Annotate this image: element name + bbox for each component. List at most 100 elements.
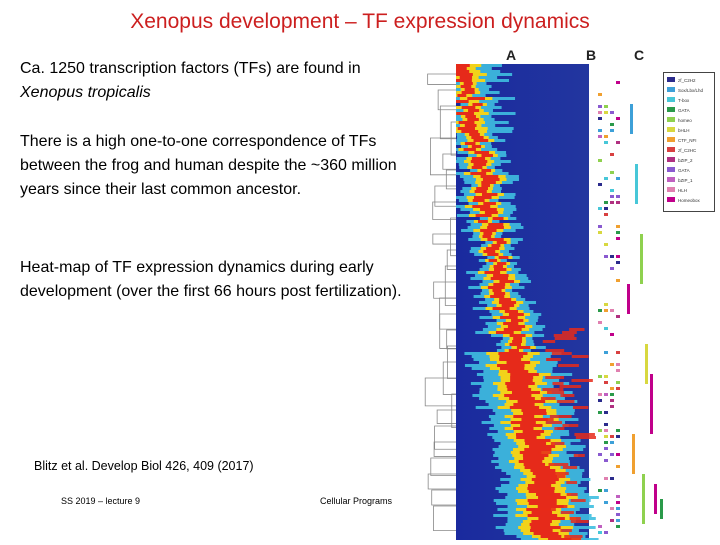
annotation-mark	[604, 423, 608, 426]
annotation-mark	[604, 441, 608, 444]
annotation-mark	[598, 393, 602, 396]
heatmap-band	[572, 406, 589, 409]
heatmap-band	[545, 376, 565, 379]
heatmap-band	[488, 259, 498, 262]
heatmap-band	[570, 499, 586, 502]
dendrogram-branch	[451, 393, 456, 429]
annotation-mark	[610, 171, 614, 174]
heatmap-band	[497, 364, 525, 367]
heatmap-band	[512, 340, 522, 343]
annotation-mark	[616, 315, 620, 318]
heatmap-band	[527, 514, 558, 517]
heatmap-band	[460, 85, 472, 88]
heatmap-band	[566, 481, 578, 484]
citation: Blitz et al. Develop Biol 426, 409 (2017…	[34, 459, 254, 473]
intro-paragraph: Ca. 1250 transcription factors (TFs) are…	[20, 57, 420, 105]
annotation-mark	[616, 363, 620, 366]
heatmap-band	[519, 451, 542, 454]
heatmap-band	[457, 127, 475, 130]
family-bar	[635, 164, 638, 204]
heatmap-band	[530, 469, 556, 472]
heatmap-band	[464, 142, 476, 145]
dendrogram-branch	[439, 313, 456, 349]
panel-label-c: C	[634, 47, 645, 63]
annotation-mark	[604, 255, 608, 258]
heatmap-band	[546, 358, 561, 361]
annotation-mark	[604, 201, 608, 204]
annotation-mark	[616, 381, 620, 384]
heatmap-band	[482, 235, 492, 238]
heatmap-band	[528, 490, 555, 493]
heatmap-band	[549, 505, 568, 508]
heatmap-band	[531, 520, 552, 523]
heatmap-band	[569, 517, 581, 520]
heatmap-band	[552, 475, 566, 478]
heatmap-band	[542, 340, 556, 343]
annotation-mark	[604, 111, 608, 114]
annotation-mark	[610, 153, 614, 156]
heatmap-band	[473, 163, 487, 166]
annotation-mark	[616, 501, 620, 504]
heatmap-band	[456, 112, 475, 115]
heatmap-band	[540, 397, 556, 400]
heatmap-band	[464, 124, 477, 127]
dendrogram-branch	[439, 297, 456, 330]
heatmap-band	[503, 322, 519, 325]
annotation-mark	[604, 429, 608, 432]
heatmap-band	[515, 433, 541, 436]
heatmap-band	[506, 361, 531, 364]
annotation-mark	[616, 453, 620, 456]
annotation-mark	[616, 465, 620, 468]
family-bar	[630, 104, 633, 134]
annotation-mark	[604, 303, 608, 306]
annotation-mark	[610, 309, 614, 312]
annotation-mark	[610, 519, 614, 522]
heatmap-band	[560, 394, 575, 397]
annotation-mark	[616, 525, 620, 528]
heatmap-band	[473, 139, 489, 142]
heatmap-band	[472, 205, 491, 208]
heatmap-band	[513, 427, 534, 430]
heatmap-band	[471, 166, 483, 169]
legend-label: zf_C2HC	[678, 148, 697, 153]
annotation-mark	[604, 243, 608, 246]
heatmap-band	[481, 193, 498, 196]
heatmap-band	[487, 226, 504, 229]
annotation-mark	[610, 123, 614, 126]
heatmap-band	[503, 328, 522, 331]
annotation-mark	[610, 189, 614, 192]
dendrogram-branch	[437, 89, 456, 111]
heatmap-band	[510, 379, 533, 382]
legend-label: HLH	[678, 188, 687, 193]
legend-swatch	[667, 117, 675, 122]
heatmap-band	[472, 199, 485, 202]
annotation-mark	[616, 513, 620, 516]
annotation-mark	[604, 435, 608, 438]
heatmap-band	[516, 436, 537, 439]
heatmap-band	[465, 115, 476, 118]
annotation-mark	[598, 117, 602, 120]
annotation-mark	[604, 459, 608, 462]
heatmap-band	[481, 184, 490, 187]
annotation-mark	[604, 477, 608, 480]
heatmap-band	[504, 310, 519, 313]
heatmap-band	[564, 535, 583, 538]
annotation-mark	[598, 453, 602, 456]
annotation-mark	[604, 309, 608, 312]
heatmap-band	[527, 499, 557, 502]
family-bar	[645, 344, 648, 384]
heatmap-band	[571, 379, 593, 382]
annotation-mark	[616, 231, 620, 234]
heatmap-band	[491, 244, 501, 247]
heatmap-band	[547, 391, 565, 394]
heatmap-band	[493, 292, 506, 295]
species-name: Xenopus tropicalis	[20, 84, 151, 101]
heatmap-band	[510, 376, 534, 379]
annotation-mark	[610, 507, 614, 510]
heatmap-band	[456, 64, 470, 67]
heatmap-band	[505, 382, 535, 385]
family-bar	[650, 374, 653, 434]
heatmap-description: Heat-map of TF expression dynamics durin…	[20, 259, 402, 300]
annotation-mark	[604, 213, 608, 216]
heatmap-band	[456, 100, 469, 103]
